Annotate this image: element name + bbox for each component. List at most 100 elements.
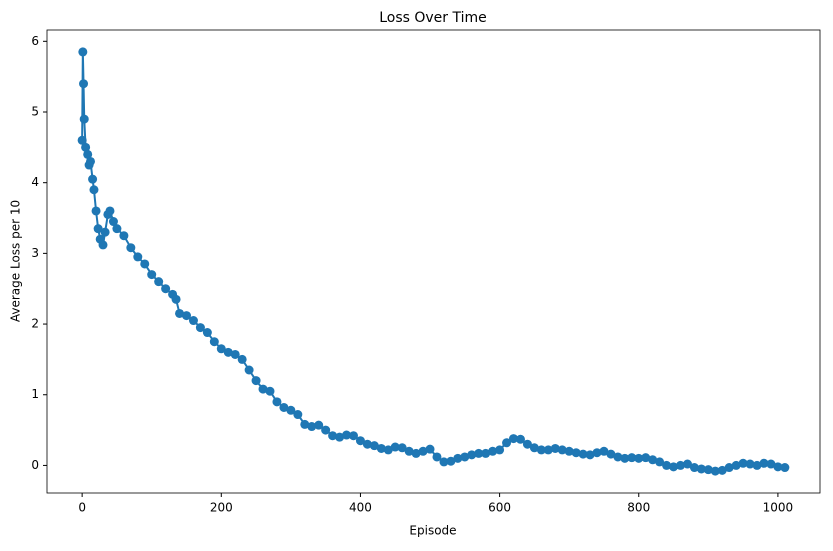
point [550,443,560,453]
x-axis-label: Episode [409,524,456,538]
point [731,460,741,470]
point [78,47,88,57]
y-tick-label: 0 [31,458,39,472]
point [279,402,289,412]
point [522,439,532,449]
point [77,135,87,145]
point [91,206,101,216]
point [446,456,456,466]
x-tick-label: 400 [349,501,372,515]
point [745,459,755,469]
point [648,455,658,465]
point [272,397,282,407]
point [710,466,720,476]
point [223,347,233,357]
point [509,434,519,444]
point [717,465,727,475]
point [404,446,414,456]
y-tick-label: 6 [31,34,39,48]
point [780,463,790,473]
point [342,430,352,440]
point [265,386,275,396]
point [703,465,713,475]
point [578,449,588,459]
point [376,443,386,453]
point [195,323,205,333]
y-tick-label: 5 [31,104,39,118]
point [100,227,110,237]
y-tick-label: 4 [31,175,39,189]
y-tick-label: 2 [31,317,39,331]
point [689,463,699,473]
y-tick-label: 3 [31,246,39,260]
point [286,405,296,415]
point [119,231,129,241]
point [460,452,470,462]
point [634,453,644,463]
point [202,328,212,338]
point [467,450,477,460]
point [209,337,219,347]
point [571,448,581,458]
chart-title: Loss Over Time [379,10,487,26]
point [355,436,365,446]
point [613,452,623,462]
point [89,185,99,195]
point [592,448,602,458]
point [495,445,505,455]
point [397,443,407,453]
point [321,425,331,435]
point [161,284,171,294]
point [557,445,567,455]
point [335,432,345,442]
point [79,79,89,89]
point [655,457,665,467]
point [432,452,442,462]
point [641,453,651,463]
point [112,224,122,234]
point [543,445,553,455]
point [83,149,93,159]
point [244,365,254,375]
point [85,156,95,166]
point [328,431,338,441]
point [383,445,393,455]
point [390,442,400,452]
point [133,252,143,262]
point [171,294,181,304]
point [481,448,491,458]
point [182,311,192,321]
y-axis-label: Average Loss per 10 [9,200,23,322]
point [98,240,108,250]
point [293,410,303,420]
point [662,460,672,470]
point [108,217,118,227]
point [759,458,769,468]
point [362,439,372,449]
x-tick-label: 0 [78,501,86,515]
x-tick-label: 800 [627,501,650,515]
point [529,443,539,453]
point [620,453,630,463]
point [766,459,776,469]
point [585,450,595,460]
y-tick-label: 1 [31,387,39,401]
point [105,206,115,216]
point [488,446,498,456]
point [564,446,574,456]
point [439,457,449,467]
x-tick-label: 600 [488,501,511,515]
x-tick-label: 1000 [763,501,794,515]
point [682,459,692,469]
point [418,446,428,456]
point [724,463,734,473]
point [154,277,164,287]
point [502,438,512,448]
point [515,434,525,444]
point [79,114,89,124]
point [300,419,310,429]
point [369,441,379,451]
point [738,458,748,468]
point [88,174,98,184]
